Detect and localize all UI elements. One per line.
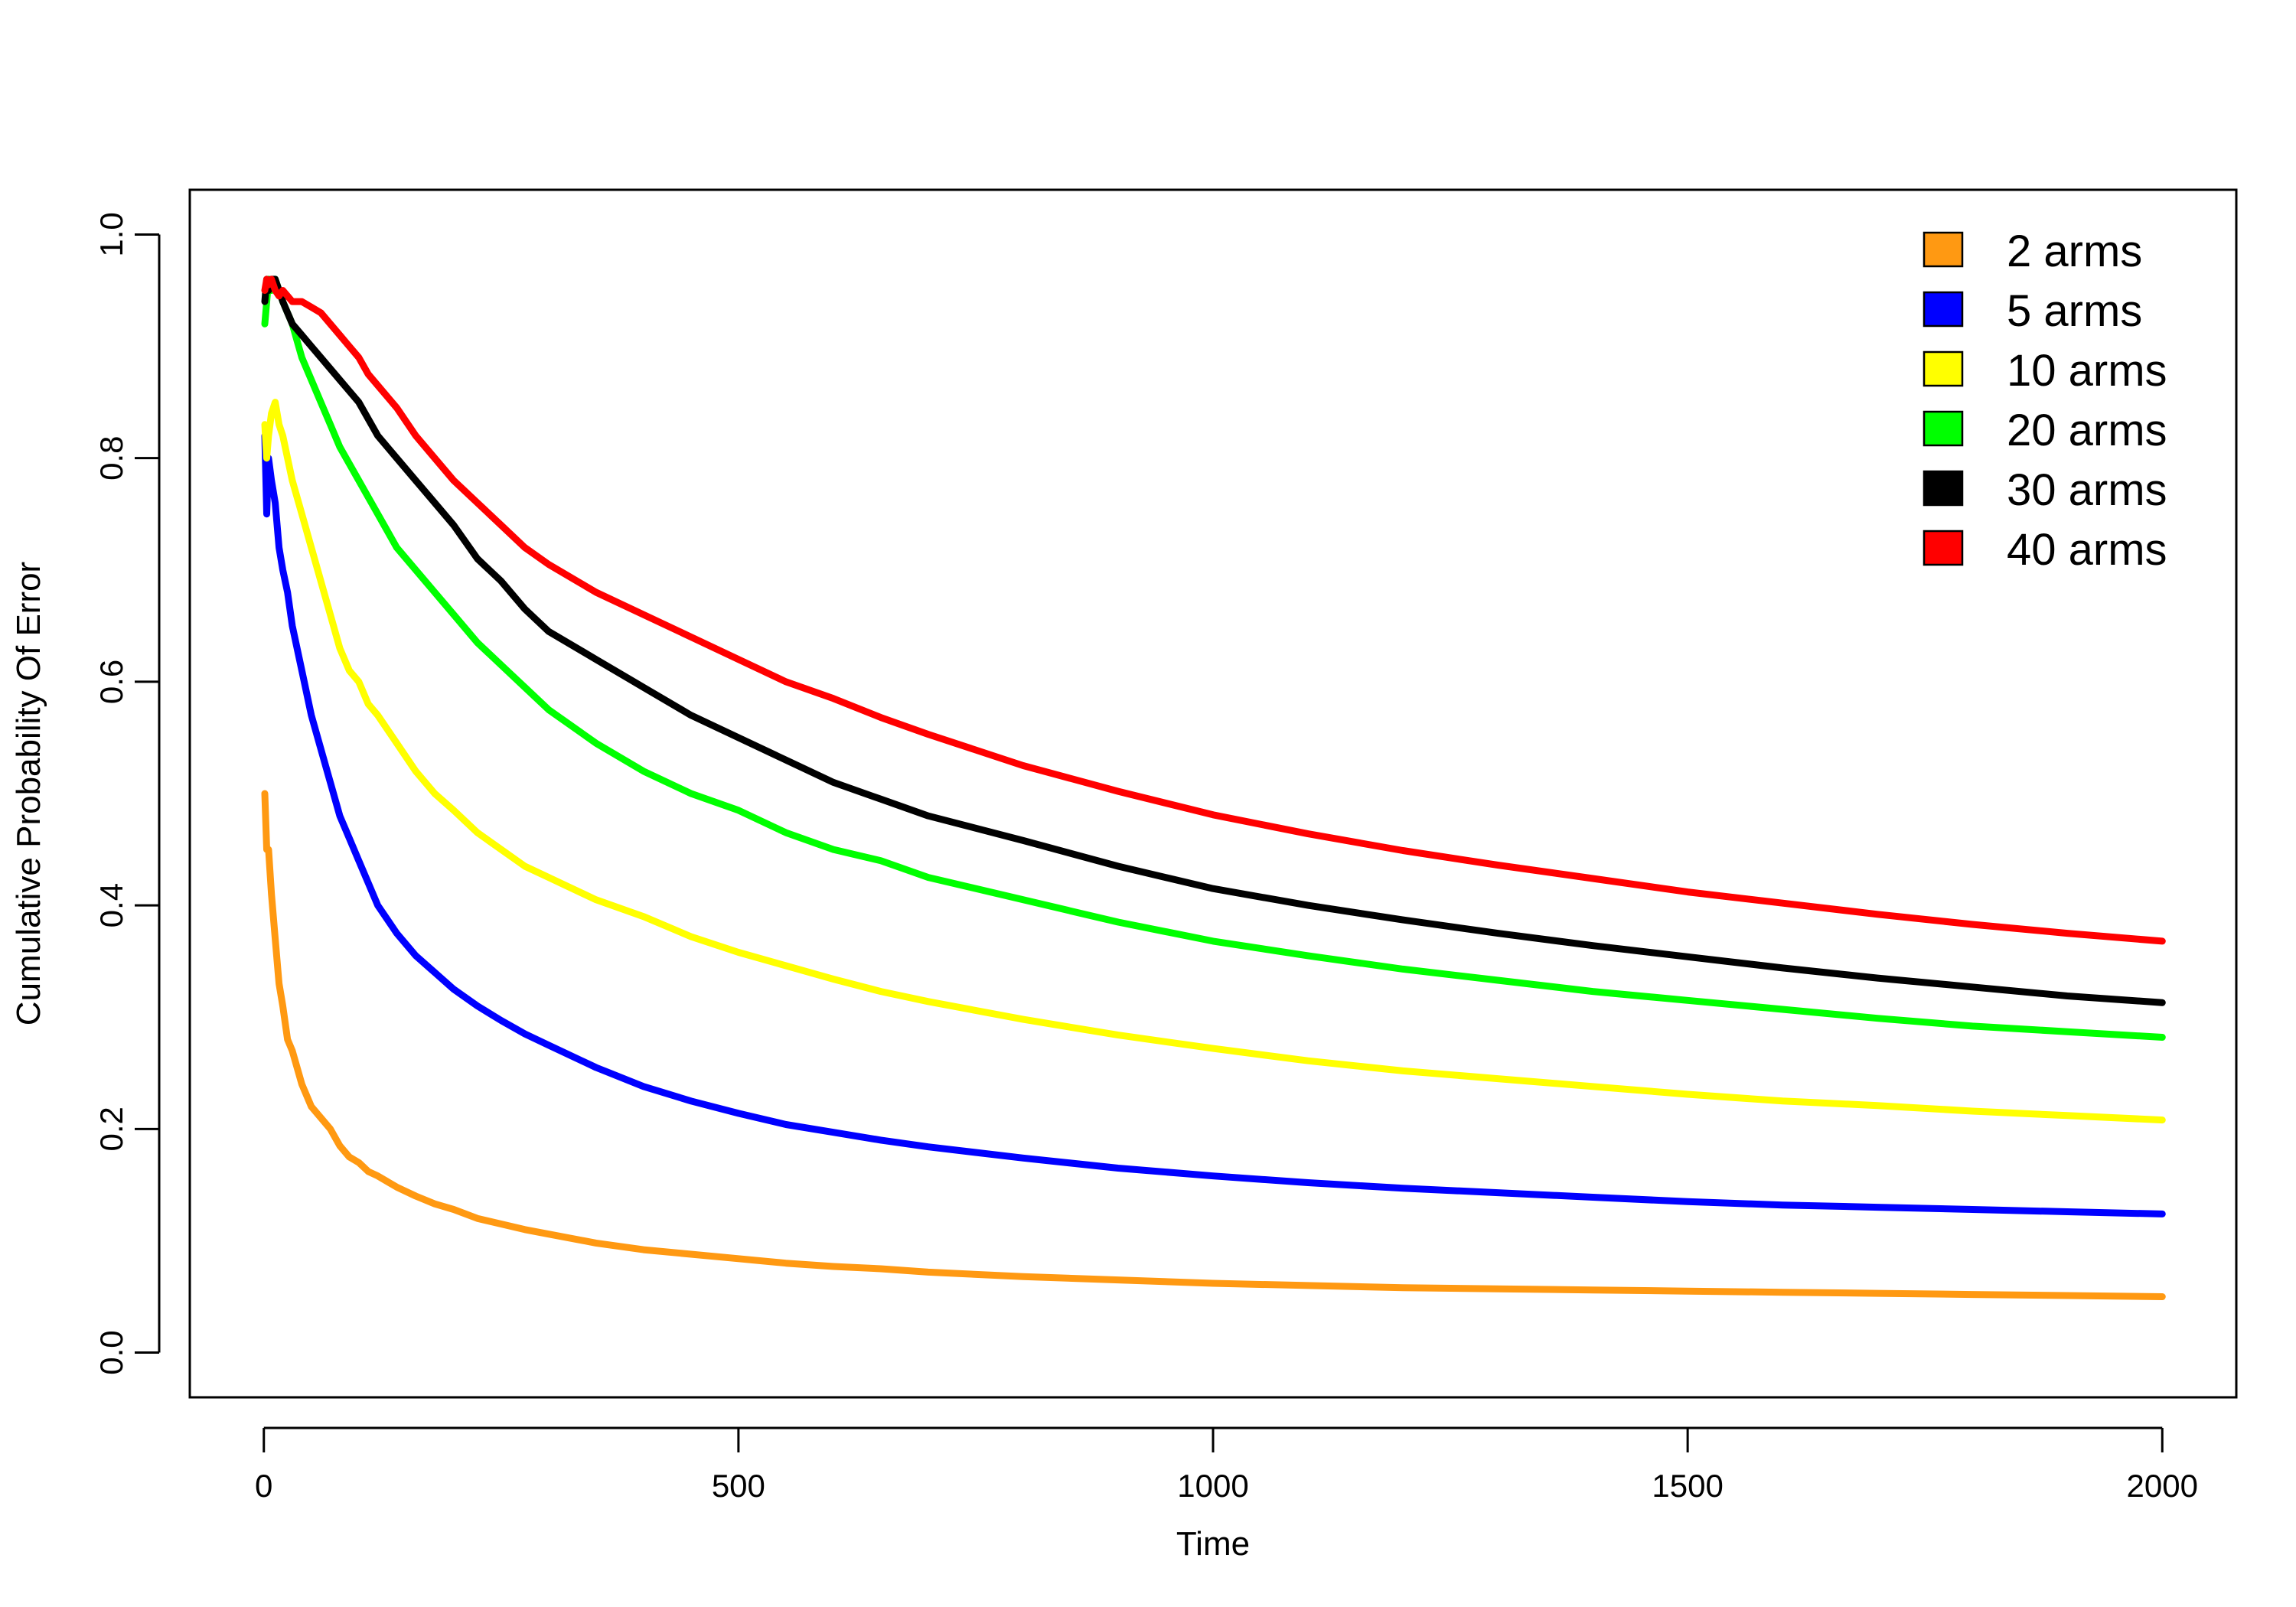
x-tick-label: 1500 [1652, 1468, 1723, 1504]
x-tick-label: 0 [255, 1468, 272, 1504]
legend-label: 2 arms [2007, 227, 2142, 276]
series-line-2-arms [261, 790, 2166, 1300]
y-tick-label: 0.4 [93, 883, 129, 927]
series-line-20-arms [261, 275, 2166, 1041]
y-tick-label: 0.0 [93, 1330, 129, 1374]
legend-swatch [1923, 231, 1964, 268]
x-tick-label: 500 [712, 1468, 765, 1504]
y-tick-label: 0.8 [93, 435, 129, 480]
y-tick-label: 1.0 [93, 212, 129, 256]
series-line-30-arms [261, 275, 2166, 1006]
series-line-10-arms [261, 399, 2166, 1124]
legend-label: 20 arms [2007, 406, 2167, 455]
legend-label: 5 arms [2007, 286, 2142, 336]
legend: 2 arms 5 arms 10 arms 20 arms 30 arms 40 arms [1923, 227, 2167, 575]
series-line-40-arms [261, 275, 2166, 945]
x-tick-label: 2000 [2127, 1468, 2198, 1504]
y-tick-label: 0.2 [93, 1107, 129, 1151]
legend-label: 30 arms [2007, 465, 2167, 515]
x-tick-label: 1000 [1177, 1468, 1248, 1504]
legend-label: 10 arms [2007, 346, 2167, 396]
plot-area-border [188, 188, 2238, 1399]
y-tick-label: 0.6 [93, 660, 129, 704]
legend-swatch [1923, 410, 1964, 447]
x-axis-title: Time [1176, 1525, 1250, 1563]
legend-swatch [1923, 291, 1964, 328]
series-line-5-arms [261, 432, 2166, 1217]
legend-swatch [1923, 470, 1964, 507]
legend-swatch [1923, 350, 1964, 387]
axes-layer: 0 500 1000 1500 2000 0.0 0.2 0.4 0.6 0.8 1.0 [93, 212, 2198, 1504]
y-axis-title: Cumulative Probability Of Error [10, 562, 47, 1025]
legend-swatch [1923, 530, 1964, 566]
series-layer [261, 275, 2166, 1300]
legend-label: 40 arms [2007, 525, 2167, 575]
